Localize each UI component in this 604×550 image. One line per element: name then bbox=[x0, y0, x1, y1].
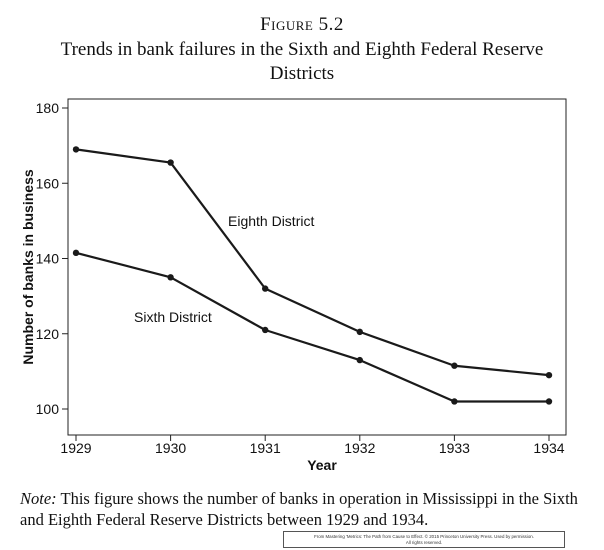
data-point-sixth bbox=[72, 249, 80, 257]
data-point-eighth bbox=[451, 362, 458, 369]
figure-title: Trends in bank failures in the Sixth and… bbox=[60, 39, 544, 84]
plot-frame bbox=[67, 98, 567, 436]
data-point-sixth bbox=[262, 326, 269, 334]
x-tick-label: 1930 bbox=[155, 440, 186, 456]
y-tick-label: 160 bbox=[36, 175, 60, 191]
data-point-sixth bbox=[545, 398, 553, 405]
y-axis-label: Number of banks in business bbox=[20, 169, 36, 364]
data-point-sixth bbox=[167, 274, 174, 281]
credit-line-2: All rights reserved. bbox=[405, 540, 443, 545]
y-tick-label: 140 bbox=[36, 251, 60, 267]
series-label-sixth: Sixth District bbox=[134, 309, 212, 325]
credit-line-1: From Mastering 'Metrics: The Path from C… bbox=[314, 534, 534, 539]
data-point-eighth bbox=[167, 159, 174, 166]
data-point-eighth bbox=[545, 371, 553, 379]
y-tick-label: 180 bbox=[36, 100, 60, 116]
note-text: This figure shows the number of banks in… bbox=[20, 489, 578, 529]
data-point-eighth bbox=[262, 285, 269, 292]
line-chart: 100 120 140 160 180 1929 1930 1931 1932 1933 1934… bbox=[20, 98, 567, 473]
figure-label: Figure 5.2 bbox=[260, 14, 344, 35]
x-axis-label: Year bbox=[307, 457, 337, 473]
y-axis: 100 120 140 160 180 bbox=[36, 100, 68, 417]
x-axis: 1929 1930 1931 1932 1933 1934 bbox=[60, 435, 565, 456]
x-tick-label: 1931 bbox=[250, 440, 281, 456]
data-point-eighth bbox=[356, 328, 363, 336]
data-point-eighth bbox=[72, 146, 80, 153]
series-line-sixth bbox=[75, 251, 549, 403]
series-lines bbox=[72, 146, 553, 405]
series-line-eighth bbox=[75, 148, 550, 377]
y-tick-label: 120 bbox=[36, 326, 60, 342]
figure-note: Note: This figure shows the number of ba… bbox=[20, 488, 590, 530]
data-point-sixth bbox=[356, 356, 363, 364]
x-tick-label: 1929 bbox=[60, 440, 91, 456]
credit-box: From Mastering 'Metrics: The Path from C… bbox=[283, 531, 565, 548]
data-point-sixth bbox=[451, 398, 458, 405]
x-tick-label: 1934 bbox=[533, 440, 564, 456]
y-tick-label: 100 bbox=[36, 401, 60, 417]
x-tick-label: 1932 bbox=[344, 440, 375, 456]
note-prefix: Note: bbox=[20, 489, 57, 508]
x-tick-label: 1933 bbox=[439, 440, 470, 456]
series-label-eighth: Eighth District bbox=[228, 213, 314, 229]
